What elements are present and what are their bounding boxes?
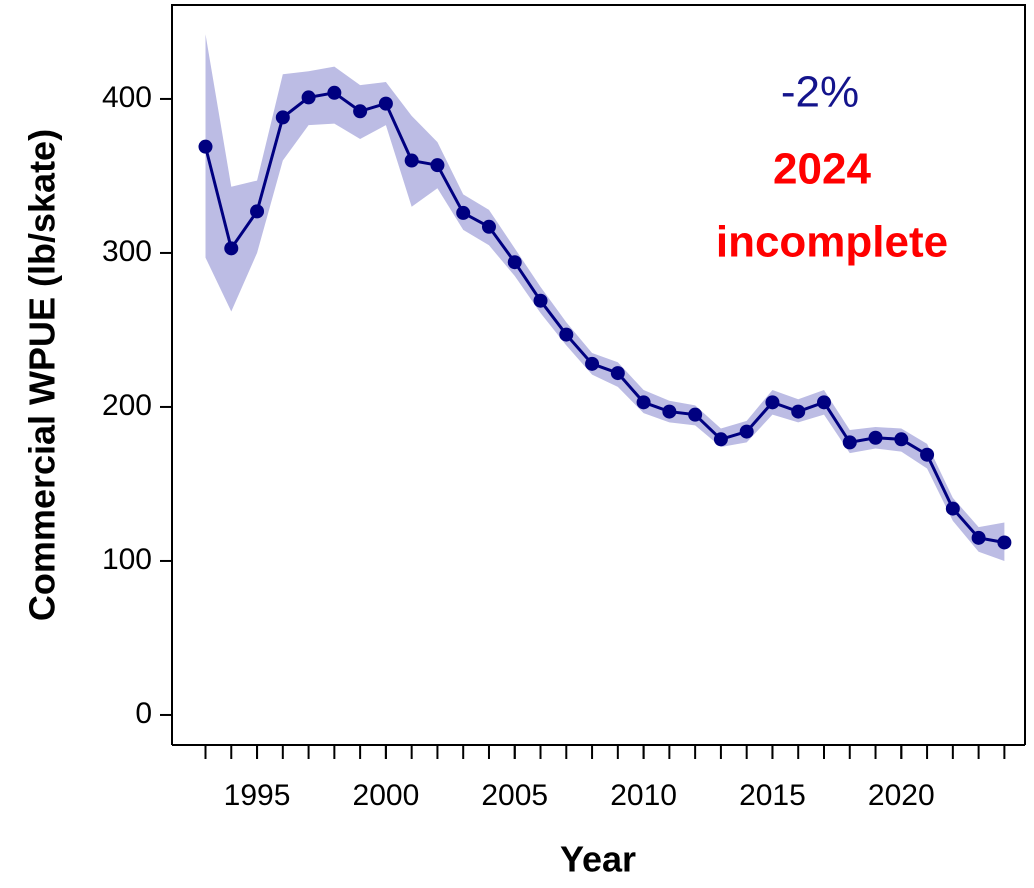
point [713,432,728,447]
x-tick-label: 2005 [481,779,548,812]
point [301,90,316,105]
annotation: incomplete [716,218,948,267]
point [430,158,445,173]
point [481,219,496,234]
point [378,96,393,111]
point [353,104,368,119]
y-axis-title: Commercial WPUE (lb/skate) [22,129,63,621]
confidence-band [205,34,1005,561]
point [971,530,986,545]
point [765,395,780,410]
x-tick-label: 2010 [610,779,677,812]
x-tick-label: 2015 [739,779,806,812]
point [816,395,831,410]
point [868,430,883,445]
y-tick-label: 200 [102,389,152,422]
x-tick-label: 1995 [224,779,291,812]
y-tick-label: 400 [102,81,152,114]
point [610,366,625,381]
plot-frame [171,4,1026,745]
annotation: -2% [781,68,859,117]
point [920,447,935,462]
point [507,255,522,270]
y-tick-label: 100 [102,543,152,576]
point [739,424,754,439]
point [250,204,265,219]
point [198,139,213,154]
point [945,501,960,516]
point [791,404,806,419]
point [585,356,600,371]
x-tick-label: 2000 [353,779,420,812]
point [894,432,909,447]
point [662,404,677,419]
y-tick-label: 0 [135,697,152,730]
point [275,110,290,125]
point [224,241,239,256]
annotation: 2024 [773,145,871,194]
point [842,435,857,450]
x-tick-label: 2020 [868,779,935,812]
x-axis-title: Year [560,839,636,880]
point [636,395,651,410]
point [533,293,548,308]
point [688,407,703,422]
y-tick-label: 300 [102,235,152,268]
point [997,535,1012,550]
point [404,153,419,168]
point [327,85,342,100]
series-line [204,91,1005,544]
point [456,205,471,220]
point [559,327,574,342]
